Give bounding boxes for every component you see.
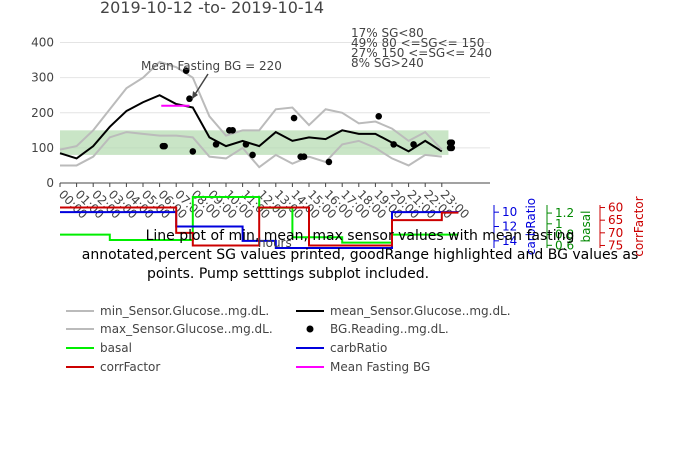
bg-reading-point <box>229 127 236 134</box>
corrFactor-tick-label: 75 <box>608 238 623 252</box>
bg-reading-point <box>186 95 193 103</box>
y-axis-ticks: 0 100 200 300 400 <box>31 36 54 190</box>
caption-line-1: Line plot of min, mean, max sensor value… <box>146 228 575 244</box>
percent-high: 27% 150 <=SG<= 240 <box>351 46 492 60</box>
x-axis-ticks: 00:0001:0002:0003:0004:0005:0006:0007:00… <box>56 183 472 222</box>
mean-fasting-arrow-head <box>192 91 198 99</box>
carbRatio-tick-label: 14 <box>502 234 517 248</box>
basal-tick-label: 1.2 <box>555 206 574 220</box>
bg-reading-point <box>161 142 168 150</box>
corrFactor-axis-title: corrFactor <box>632 196 646 256</box>
legend-label: basal <box>100 341 132 355</box>
y-tick-label: 400 <box>31 36 54 50</box>
subplot-xlabel: hours <box>258 236 292 250</box>
legend-label: Mean Fasting BG <box>330 360 430 374</box>
y-tick-label: 100 <box>31 141 54 155</box>
bg-reading-point <box>290 114 298 122</box>
series-line-max <box>59 60 443 151</box>
legend-label: BG.Reading..mg.dL. <box>330 322 449 336</box>
corrFactor-tick-label: 70 <box>608 226 623 240</box>
bg-reading-point <box>448 144 456 152</box>
legend-label: max_Sensor.Glucose..mg.dL. <box>100 322 273 336</box>
chart-title: 2019-10-12 -to- 2019-10-14 <box>100 0 324 17</box>
carbRatio-tick-label: 10 <box>502 205 517 219</box>
basal-tick-label: 0.6 <box>555 238 574 252</box>
legend-swatch <box>306 325 314 333</box>
bg-reading-point <box>410 141 417 148</box>
carbRatio-axis-title: carbRatio <box>524 198 538 255</box>
bg-reading-point <box>448 139 456 146</box>
legend-label: mean_Sensor.Glucose..mg.dL. <box>330 304 511 318</box>
percent-low: 17% SG<80 <box>351 26 424 40</box>
carbRatio-tick-label: 12 <box>502 220 517 234</box>
y-tick-label: 200 <box>31 106 54 120</box>
bg-reading-point <box>242 141 250 148</box>
y-tick-label: 0 <box>46 176 54 190</box>
good-range-band <box>60 130 449 155</box>
legend-label: min_Sensor.Glucose..mg.dL. <box>100 304 269 318</box>
basal-tick-label: 1 <box>555 217 563 231</box>
percent-annotations: 17% SG<80 49% 80 <=SG<= 150 27% 150 <=SG… <box>351 26 492 70</box>
basal-axis-title: basal <box>579 211 593 243</box>
legend-label: carbRatio <box>330 341 387 355</box>
bg-reading-point <box>325 158 333 166</box>
caption-line-2: annotated,percent SG values printed, goo… <box>82 247 638 263</box>
corrFactor-tick-label: 65 <box>608 213 623 227</box>
bg-reading-point <box>182 67 190 74</box>
basal-tick-label: 0.8 <box>555 228 574 242</box>
legend-label: corrFactor <box>100 360 160 374</box>
bg-reading-point <box>375 112 383 120</box>
bg-reading-point <box>189 148 197 155</box>
percent-in-range: 49% 80 <=SG<= 150 <box>351 36 484 50</box>
percent-very-high: 8% SG>240 <box>351 56 424 70</box>
bg-reading-point <box>212 141 220 148</box>
legend: min_Sensor.Glucose..mg.dL. mean_Sensor.Gl… <box>66 304 511 374</box>
y-tick-label: 300 <box>31 71 54 85</box>
pump-series-corrFactor <box>60 206 459 247</box>
main-plot <box>59 42 490 184</box>
caption: Line plot of min, mean, max sensor value… <box>82 228 638 282</box>
pump-settings-subplot <box>60 195 459 249</box>
mean-fasting-annotation: Mean Fasting BG = 220 <box>141 59 282 100</box>
series-line-mean <box>59 94 443 160</box>
caption-line-3: points. Pump setttings subplot included. <box>147 266 429 282</box>
corrFactor-tick-label: 60 <box>608 201 623 215</box>
bg-reading-point <box>390 141 397 148</box>
bg-reading-point <box>249 151 256 159</box>
mean-fasting-label: Mean Fasting BG = 220 <box>141 59 282 73</box>
bg-reading-point <box>300 153 308 160</box>
